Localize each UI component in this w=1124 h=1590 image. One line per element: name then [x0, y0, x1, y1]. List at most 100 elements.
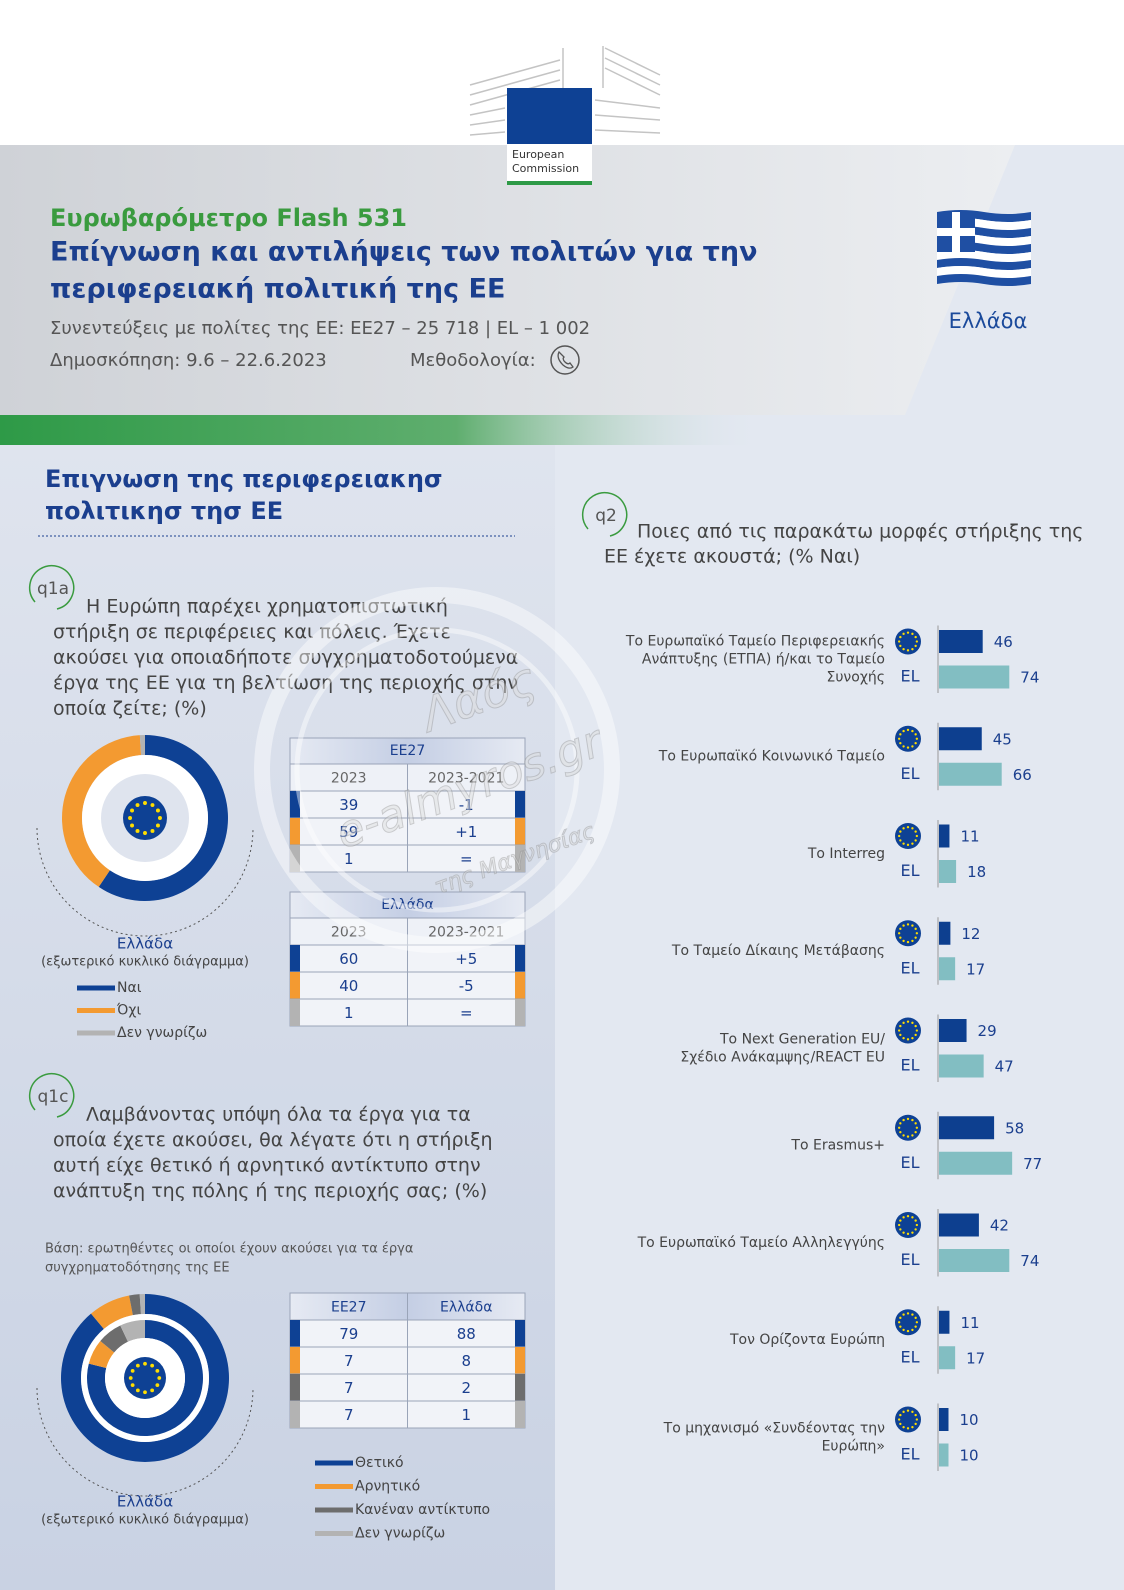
eu-star	[902, 1036, 905, 1040]
eu-star	[914, 1228, 917, 1231]
row-color	[515, 1347, 525, 1374]
eu-star	[911, 939, 914, 943]
question-tag-label: q2	[595, 506, 617, 526]
eu-star	[915, 932, 919, 935]
eu-star	[906, 1135, 910, 1138]
donut-segment	[129, 1294, 141, 1316]
eu-star	[902, 1410, 905, 1414]
item-label: Ευρώπη»	[822, 1438, 885, 1454]
bar-eu	[939, 1213, 979, 1237]
legend-label: Δεν γνωρίζω	[117, 1025, 207, 1041]
eu-star	[150, 828, 155, 833]
eu-flag	[895, 1212, 921, 1238]
eu-star	[899, 839, 902, 842]
eu-star	[902, 745, 905, 748]
eu-star	[906, 923, 910, 926]
eu-star	[897, 834, 901, 838]
eu-flag	[895, 1406, 921, 1433]
eu-star	[899, 830, 902, 833]
question-text: αυτή είχε θετικό ή αρνητικό αντίκτυπο στ…	[53, 1155, 481, 1177]
el-label: EL	[900, 667, 919, 686]
eu-star	[914, 1219, 917, 1222]
row-color	[290, 1401, 300, 1428]
bar-eu	[939, 1116, 995, 1140]
eu-star	[902, 939, 905, 943]
eu-star	[143, 830, 147, 835]
legend-label: Δεν γνωρίζω	[355, 1526, 445, 1542]
eu-star	[899, 644, 902, 648]
eu-star	[902, 1021, 905, 1025]
eu-star	[906, 1329, 910, 1333]
table-cell: 8	[461, 1352, 471, 1370]
eu-flag	[123, 796, 167, 840]
row-color	[515, 1401, 525, 1428]
country: Ελλάδα	[949, 309, 1028, 333]
item-label: Συνοχής	[826, 669, 885, 685]
value-label: 10	[960, 1447, 979, 1465]
item-label: Σχέδιο Ανάκαμψης/REACT EU	[680, 1049, 885, 1065]
title: περιφερειακή πολιτική της ΕΕ	[50, 274, 505, 305]
eu-star	[899, 927, 902, 931]
flag-stripe	[937, 258, 1031, 270]
eu-star	[915, 737, 919, 740]
question-text: έργα της ΕΕ για τη βελτίωση της περιοχής…	[53, 672, 518, 694]
eu-flag	[895, 1114, 921, 1141]
item-label: Το Ευρωπαϊκό Ταμείο Αλληλεγγύης	[637, 1235, 885, 1251]
eu-star	[897, 932, 901, 935]
eu-star	[906, 746, 910, 749]
eu-star	[897, 1321, 901, 1324]
flag-stripe	[937, 250, 1031, 262]
item-label: Το Ευρωπαϊκό Ταμείο Περιφερειακής	[625, 633, 885, 649]
value-label: 29	[978, 1022, 997, 1040]
eu-star	[899, 733, 902, 736]
row-color	[290, 945, 300, 972]
bar-el	[939, 762, 1002, 786]
eu-star	[906, 1117, 910, 1121]
item-label: Το Next Generation EU/	[719, 1031, 885, 1047]
table-cell: 1	[344, 850, 354, 868]
eu-star	[897, 737, 901, 740]
eu-star	[914, 1422, 917, 1426]
eu-star	[155, 808, 160, 813]
question-text: ΕΕ έχετε ακουστά; (% Ναι)	[604, 546, 860, 568]
row-color	[290, 818, 300, 845]
eu-star	[906, 1232, 910, 1236]
methodology: Μεθοδολογία:	[410, 350, 536, 371]
bar-eu	[939, 727, 982, 751]
question-text: οποία ζείτε; (%)	[53, 698, 207, 720]
table-cell: 7	[344, 1379, 354, 1397]
eu-star	[915, 1418, 919, 1421]
eu-star	[143, 1390, 147, 1395]
eu-star	[915, 640, 919, 643]
eu-star	[914, 1122, 917, 1125]
eu-star	[911, 1021, 914, 1025]
eu-star	[911, 1425, 914, 1429]
eu-star	[902, 1425, 905, 1429]
header-band	[0, 145, 1015, 415]
question-text: ακούσει για οποιαδήποτε συγχρηματοδοτούμ…	[53, 647, 518, 669]
question-tag-label: q1a	[37, 579, 69, 599]
logo-rule	[507, 181, 592, 185]
eu-star	[902, 1328, 905, 1332]
eu-star	[915, 1126, 919, 1129]
eu-star	[897, 1418, 901, 1421]
eu-star	[911, 842, 914, 845]
eu-star	[897, 640, 901, 643]
base-note: συγχρηματοδότησης της ΕΕ	[45, 1261, 230, 1276]
table-title: Ελλάδα	[381, 897, 433, 913]
question-text: ανάπτυξη της πόλης ή της περιοχής σας; (…	[53, 1180, 487, 1202]
row-color	[290, 1347, 300, 1374]
value-label: 10	[960, 1411, 979, 1429]
el-label: EL	[900, 958, 919, 977]
table-cell: 1	[344, 1004, 354, 1022]
eu-flag	[895, 628, 921, 655]
fieldwork: Δημοσκόπηση: 9.6 – 22.6.2023	[50, 350, 327, 371]
donut-caption: (εξωτερικό κυκλικό διάγραμμα)	[41, 955, 249, 970]
eu-star	[911, 827, 914, 830]
el-label: EL	[900, 1153, 919, 1172]
table-cell: 79	[339, 1325, 358, 1343]
bar-el	[939, 1151, 1013, 1175]
question-text: Λαμβάνοντας υπόψη όλα τα έργα για τα	[86, 1104, 471, 1126]
eu-star	[128, 1376, 133, 1380]
eu-star	[911, 632, 914, 636]
